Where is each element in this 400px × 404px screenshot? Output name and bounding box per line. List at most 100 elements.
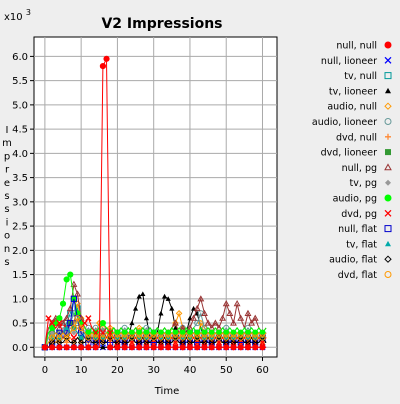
data-point (252, 334, 259, 341)
data-point (165, 296, 171, 301)
legend-entry-marker (385, 133, 391, 140)
data-point (157, 334, 165, 341)
data-point (172, 325, 179, 330)
y-multiplier-exponent: 3 (26, 8, 31, 17)
series-null-null (41, 55, 267, 351)
legend-entry-marker (385, 149, 391, 156)
legend-entry-marker (384, 209, 392, 217)
y-tick-label: 0.0 (12, 343, 28, 354)
series-layer (41, 55, 267, 351)
legend-entry-marker (384, 194, 392, 202)
y-axis-label-letter: i (6, 217, 9, 228)
data-point (201, 334, 208, 341)
data-point (197, 295, 205, 302)
data-point (59, 300, 67, 307)
y-tick-label: 4.0 (12, 149, 28, 160)
data-point (78, 335, 84, 340)
data-point (99, 334, 107, 341)
data-point (244, 334, 252, 341)
data-point (215, 334, 223, 341)
data-point (208, 334, 215, 341)
legend-entry-marker (384, 102, 392, 110)
data-point (230, 334, 237, 341)
data-point (150, 344, 157, 351)
chart-title: V2 Impressions (101, 16, 222, 32)
grid-lines (34, 37, 277, 357)
y-axis-label-letter: s (4, 204, 9, 215)
legend-entry-label: null, flat (338, 224, 377, 235)
data-point (136, 293, 142, 299)
x-tick-label: 10 (75, 365, 88, 376)
data-point (244, 309, 252, 316)
legend-entry-marker (384, 56, 392, 64)
data-point (259, 344, 266, 351)
y-multiplier-base: x10 (4, 12, 23, 23)
data-point (63, 334, 70, 341)
y-tick-label: 6.0 (12, 52, 28, 63)
data-point (136, 344, 143, 351)
data-point (179, 334, 186, 341)
legend-entry-label: tv, lioneer (329, 86, 377, 97)
y-tick-label: 5.5 (12, 76, 28, 87)
data-point (143, 315, 150, 321)
legend-entry-marker (384, 41, 392, 49)
legend-entry-marker (385, 87, 391, 94)
y-axis-label-letter: p (4, 151, 10, 162)
x-axis-ticks: 0 10 20 30 40 50 60 (42, 357, 269, 376)
y-axis-label-letter: r (5, 165, 10, 176)
data-point (157, 344, 165, 351)
legend-entry-label: dvd, pg (341, 209, 377, 220)
data-point (56, 344, 63, 351)
data-point (70, 280, 78, 287)
data-point (67, 271, 74, 278)
x-tick-label: 20 (111, 365, 124, 376)
data-point (171, 319, 179, 326)
y-axis-label-letter: n (4, 244, 10, 255)
data-point (211, 319, 219, 326)
data-point (172, 319, 179, 327)
legend-entry-label: null, lioneer (321, 56, 377, 67)
data-point (49, 334, 56, 341)
data-point (99, 319, 107, 327)
legend-entry-label: audio, lioneer (312, 117, 377, 128)
data-point (66, 304, 74, 312)
data-point (194, 319, 201, 327)
data-point (252, 344, 259, 351)
data-point (92, 334, 99, 341)
legend-entry-marker (384, 118, 392, 125)
data-point (193, 304, 201, 312)
data-point (194, 344, 201, 351)
data-point (140, 291, 146, 297)
data-point (237, 334, 244, 341)
y-axis-ticks: 0.0 0.5 1.0 1.5 2.0 2.5 3.0 3.5 4.0 4.5 5.0 5.5 6.0 (12, 52, 34, 354)
data-point (237, 344, 244, 351)
legend-entry-marker (384, 225, 392, 233)
data-point (244, 344, 252, 351)
data-point (215, 344, 223, 351)
legend-entry-label: null, pg (342, 163, 377, 174)
data-point (248, 319, 256, 326)
data-point (161, 293, 168, 299)
data-point (165, 344, 172, 351)
y-axis-label-letter: s (4, 191, 9, 202)
data-point (103, 55, 110, 62)
data-point (175, 310, 183, 317)
legend-entry-label: audio, pg (333, 194, 377, 205)
data-point (56, 315, 63, 322)
y-axis-label-letter: I (6, 125, 9, 136)
data-point (49, 324, 56, 332)
data-point (71, 330, 77, 336)
data-point (204, 319, 212, 326)
data-point (121, 334, 128, 341)
y-tick-label: 0.5 (12, 319, 28, 330)
data-point (107, 344, 114, 351)
data-point (132, 305, 139, 311)
y-axis-label-letter: e (4, 178, 10, 189)
data-point (64, 325, 70, 330)
legend-entry-label: audio, null (327, 102, 377, 113)
data-point (169, 305, 175, 311)
y-tick-label: 3.0 (12, 197, 28, 208)
y-tick-label: 3.5 (12, 173, 28, 184)
data-point (63, 314, 71, 321)
